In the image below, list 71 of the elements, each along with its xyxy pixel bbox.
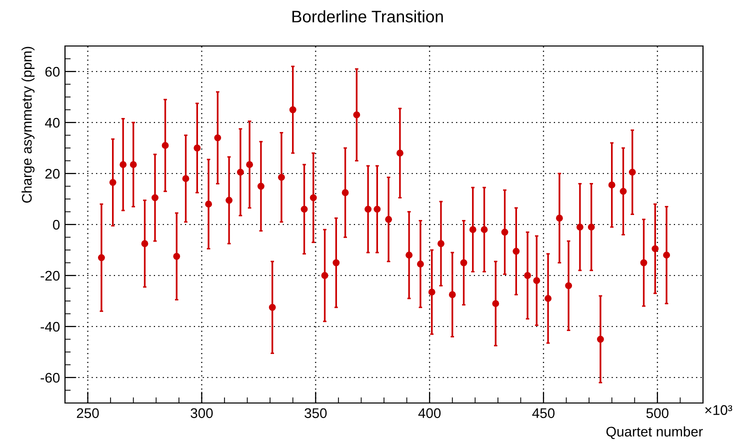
point: [98, 254, 105, 262]
point: [501, 228, 508, 236]
point: [460, 259, 468, 266]
point: [524, 272, 532, 279]
x-tick-label: 300: [190, 408, 213, 418]
point: [214, 134, 222, 142]
x-tick-label: 450: [532, 408, 555, 418]
point: [194, 144, 201, 152]
point: [663, 252, 670, 259]
point: [300, 206, 308, 213]
point: [533, 277, 540, 284]
point: [310, 194, 317, 202]
y-tick-label: -40: [40, 322, 60, 332]
y-tick-label: -20: [40, 270, 60, 281]
point: [492, 300, 500, 308]
point: [278, 174, 285, 181]
point: [544, 294, 552, 302]
point: [226, 196, 233, 204]
point: [448, 291, 456, 298]
y-tick-label: 0: [52, 220, 60, 230]
point: [130, 161, 137, 168]
point: [321, 272, 328, 279]
point: [342, 189, 349, 196]
point: [109, 178, 116, 186]
point: [162, 142, 169, 149]
point: [182, 175, 190, 182]
point: [640, 259, 648, 266]
x-tick-label: 350: [304, 408, 327, 418]
x-tick-label: 500: [646, 408, 668, 418]
point: [416, 260, 424, 268]
point: [205, 200, 212, 208]
point: [608, 182, 616, 188]
point: [428, 288, 436, 296]
point: [374, 206, 381, 213]
point: [565, 282, 572, 290]
y-tick-label: 60: [45, 66, 60, 77]
point: [556, 214, 563, 222]
point: [620, 188, 627, 195]
point: [141, 240, 148, 248]
point: [332, 259, 340, 266]
point: [628, 168, 636, 176]
x-tick-label: 250: [76, 408, 99, 418]
text: ×10³: [705, 405, 732, 415]
point: [576, 224, 584, 231]
point: [268, 304, 276, 311]
chart-title: Borderline Transition: [292, 10, 443, 22]
point: [152, 194, 158, 202]
point: [120, 161, 127, 168]
point: [246, 161, 254, 168]
point: [437, 240, 444, 248]
x-axis-title: Quartet number: [606, 426, 703, 440]
point: [353, 111, 360, 118]
point: [385, 216, 392, 223]
point: [289, 106, 296, 114]
x-tick-label: 400: [418, 408, 441, 418]
y-axis-title: Charge asymmetry (ppm): [22, 46, 35, 203]
point: [364, 206, 372, 213]
point: [480, 226, 488, 234]
point: [396, 150, 404, 157]
point: [173, 252, 180, 260]
point: [469, 226, 476, 234]
y-tick-label: -60: [40, 372, 60, 383]
point: [512, 248, 520, 255]
point: [236, 168, 244, 176]
point: [652, 245, 659, 252]
y-tick-label: 20: [45, 168, 60, 179]
point: [257, 182, 264, 190]
point: [588, 224, 595, 231]
point: [406, 252, 413, 259]
y-tick-label: 40: [45, 118, 60, 128]
point: [596, 336, 604, 343]
